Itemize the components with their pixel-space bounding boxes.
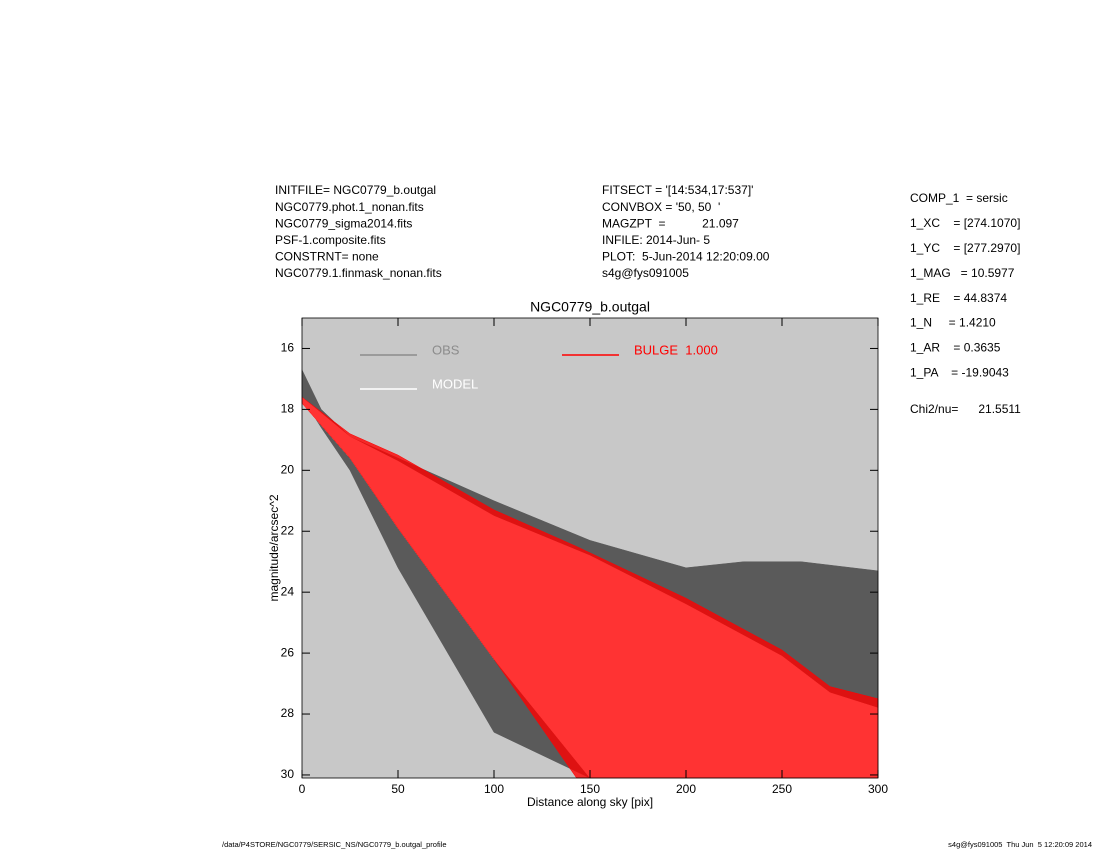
info-right: 1_MAG = 10.5977 bbox=[910, 266, 1015, 280]
info-middle: s4g@fys091005 bbox=[602, 266, 689, 280]
info-right: 1_PA = -19.9043 bbox=[910, 365, 1009, 379]
y-tick-label: 16 bbox=[281, 341, 295, 355]
info-middle: FITSECT = '[14:534,17:537]' bbox=[602, 183, 753, 197]
y-axis-label: magnitude/arcsec^2 bbox=[267, 494, 281, 601]
chart-title: NGC0779_b.outgal bbox=[530, 299, 650, 315]
info-left: CONSTRNT= none bbox=[275, 250, 379, 264]
x-tick-label: 250 bbox=[772, 782, 792, 796]
x-axis-label: Distance along sky [pix] bbox=[527, 795, 653, 809]
x-tick-label: 100 bbox=[484, 782, 504, 796]
legend-label: OBS bbox=[432, 342, 460, 357]
info-right: 1_RE = 44.8374 bbox=[910, 291, 1007, 305]
info-right: 1_XC = [274.1070] bbox=[910, 216, 1020, 230]
info-left: PSF-1.composite.fits bbox=[275, 233, 386, 247]
info-middle: CONVBOX = '50, 50 ' bbox=[602, 200, 720, 214]
info-left: NGC0779.1.finmask_nonan.fits bbox=[275, 266, 442, 280]
y-tick-label: 30 bbox=[281, 767, 295, 781]
y-tick-label: 24 bbox=[281, 584, 295, 598]
y-tick-label: 28 bbox=[281, 706, 295, 720]
x-tick-label: 0 bbox=[299, 782, 306, 796]
info-left: INITFILE= NGC0779_b.outgal bbox=[275, 183, 436, 197]
y-tick-label: 22 bbox=[281, 523, 295, 537]
footer-stamp: s4g@fys091005 Thu Jun 5 12:20:09 2014 bbox=[948, 840, 1092, 849]
x-tick-label: 200 bbox=[676, 782, 696, 796]
chi2: Chi2/nu= 21.5511 bbox=[910, 402, 1021, 416]
info-left: NGC0779_sigma2014.fits bbox=[275, 216, 412, 230]
info-middle: MAGZPT = 21.097 bbox=[602, 216, 739, 230]
info-right: COMP_1 = sersic bbox=[910, 191, 1008, 205]
info-middle: INFILE: 2014-Jun- 5 bbox=[602, 233, 710, 247]
x-tick-label: 50 bbox=[391, 782, 405, 796]
info-middle: PLOT: 5-Jun-2014 12:20:09.00 bbox=[602, 250, 770, 264]
y-tick-label: 26 bbox=[281, 645, 295, 659]
x-tick-label: 300 bbox=[868, 782, 888, 796]
info-right: 1_AR = 0.3635 bbox=[910, 341, 1001, 355]
footer-path: /data/P4STORE/NGC0779/SERSIC_NS/NGC0779_… bbox=[222, 840, 447, 849]
y-tick-label: 20 bbox=[281, 462, 295, 476]
x-tick-label: 150 bbox=[580, 782, 600, 796]
legend-label: BULGE 1.000 bbox=[634, 342, 718, 357]
info-right: 1_YC = [277.2970] bbox=[910, 241, 1020, 255]
y-tick-label: 18 bbox=[281, 402, 295, 416]
legend-label: MODEL bbox=[432, 376, 478, 391]
info-right: 1_N = 1.4210 bbox=[910, 316, 996, 330]
info-left: NGC0779.phot.1_nonan.fits bbox=[275, 200, 424, 214]
